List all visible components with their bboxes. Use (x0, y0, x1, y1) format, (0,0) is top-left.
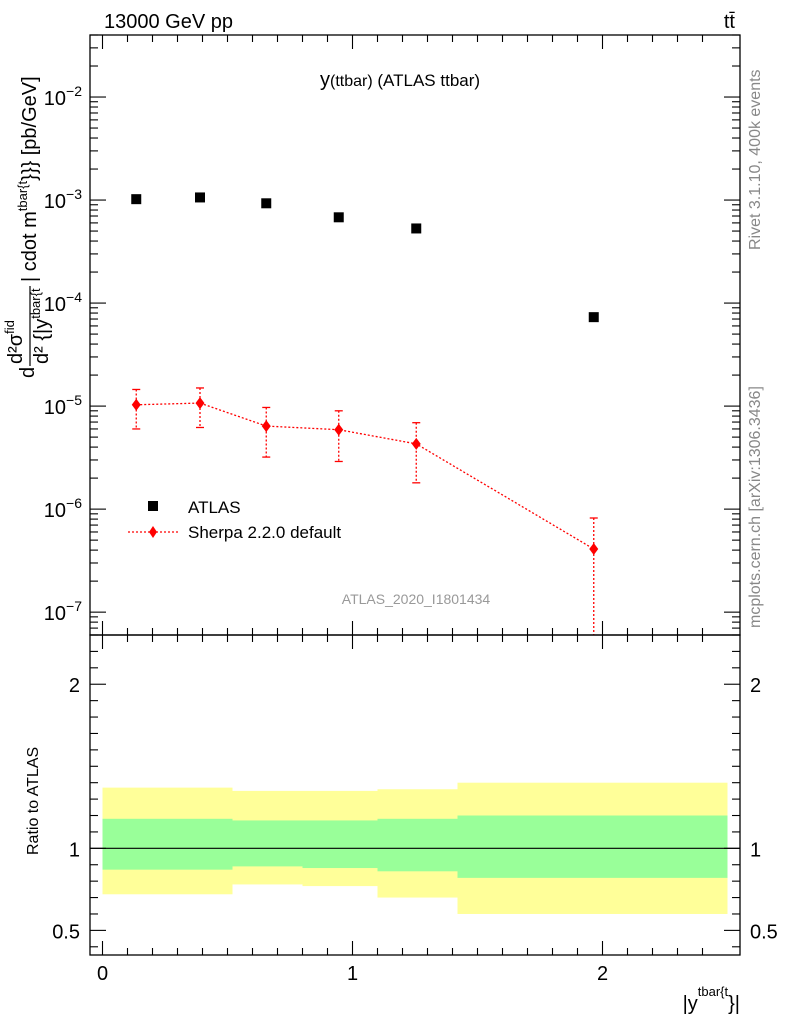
ratio-y-tick-label: 1 (69, 839, 80, 861)
ratio-inner-band (457, 815, 728, 878)
mcplots-site-label: mcplots.cern.ch [arXiv:1306.3436] (747, 386, 764, 628)
sherpa-series-line (136, 402, 595, 550)
main-y-tick-label-exp: −5 (66, 392, 82, 408)
main-y-tick-label-base: 10 (44, 500, 66, 522)
x-axis-label: |ytbar{t}| (683, 984, 740, 1015)
ratio-y-tick-labels: 0.5 0.5 1 1 2 2 (52, 675, 778, 943)
sherpa-point (589, 543, 599, 556)
main-y-tick-label-base: 10 (44, 397, 66, 419)
atlas-point (131, 194, 142, 205)
ratio-y-tick-label-right: 2 (750, 675, 761, 697)
atlas-point (261, 198, 272, 209)
sherpa-series-points (131, 397, 599, 556)
ratio-y-tick-label: 0.5 (52, 921, 80, 943)
ratio-inner-band (377, 818, 458, 872)
sherpa-point (334, 423, 344, 436)
main-panel: 10−710−610−510−410−310−2 y(ttbar) (ATLAS… (2, 34, 741, 636)
legend-marker-sherpa (149, 526, 157, 538)
legend: ATLAS Sherpa 2.2.0 default (128, 498, 341, 542)
legend-label-sherpa: Sherpa 2.2.0 default (188, 523, 341, 542)
ylabel-den: d² {|y (31, 319, 53, 364)
main-y-tick-labels: 10−710−610−510−410−310−2 (44, 83, 82, 625)
main-chart-title: y(ttbar) (ATLAS ttbar) (320, 69, 480, 91)
ylabel-num-sup: fid (2, 320, 17, 334)
title-rest: (ATLAS ttbar) (373, 71, 480, 90)
main-y-tick-label: 10−7 (44, 598, 82, 625)
ratio-x-tick-labels: 0 1 2 (97, 963, 608, 985)
title-main: y (320, 69, 330, 91)
main-y-tick-label: 10−2 (44, 83, 82, 110)
main-y-tick-label-exp: −6 (66, 495, 82, 511)
energy-label: 13000 GeV pp (104, 11, 233, 33)
sherpa-point (261, 420, 271, 433)
ratio-inner-band (232, 820, 303, 867)
ratio-y-tick-label: 2 (69, 675, 80, 697)
ylabel-end: }}} [pb/GeV] (19, 76, 41, 181)
title-sub: (ttbar) (330, 73, 373, 90)
atlas-series-points (131, 192, 599, 323)
ylabel-rest-sup: tbar{t (15, 180, 30, 211)
ratio-x-tick-label: 1 (347, 963, 358, 985)
sherpa-point (411, 437, 421, 450)
ratio-inner-band (102, 818, 233, 870)
ylabel-d: d (17, 367, 39, 378)
ratio-x-tick-label: 0 (97, 963, 108, 985)
main-y-tick-label: 10−4 (44, 289, 82, 316)
ratio-inner-band (302, 820, 378, 869)
atlas-point (333, 212, 344, 223)
ratio-y-tick-label-right: 0.5 (750, 921, 778, 943)
legend-label-atlas: ATLAS (188, 498, 241, 517)
main-y-tick-label: 10−3 (44, 186, 82, 213)
main-y-tick-label-base: 10 (44, 603, 66, 625)
ratio-panel: 0.5 0.5 1 1 2 2 0 1 2 Ratio to ATLAS |ytbar{t}| (25, 634, 778, 1015)
ratio-x-tick-label: 2 (597, 963, 608, 985)
svg-text:d²σfid: d²σfid (2, 320, 27, 364)
main-y-tick-label: 10−5 (44, 392, 82, 419)
sherpa-point (195, 397, 205, 410)
xlabel-main: |y (683, 993, 698, 1015)
svg-text:| cdot mtbar{t}}} [pb/GeV]: | cdot mtbar{t}}} [pb/GeV] (15, 76, 41, 282)
main-y-tick-label-base: 10 (44, 294, 66, 316)
main-y-tick-label-base: 10 (44, 191, 66, 213)
xlabel-end: }| (728, 993, 740, 1015)
ylabel-num: d²σ (5, 333, 27, 364)
ylabel-rest: | cdot m (19, 211, 41, 282)
main-y-tick-label-exp: −4 (66, 289, 82, 305)
atlas-point (411, 223, 422, 234)
process-label: tt̄ (724, 11, 736, 33)
main-y-axis-label: d d²σfid d² {|ytbar{t | cdot mtbar{t}}} … (2, 76, 53, 378)
main-axis-ticks (90, 34, 740, 636)
legend-marker-atlas (148, 501, 158, 511)
sherpa-error-bars (132, 387, 598, 635)
atlas-point (195, 192, 205, 203)
main-y-tick-label-exp: −2 (66, 83, 82, 99)
ratio-y-tick-label-right: 1 (750, 839, 761, 861)
ratio-panel-frame (89, 634, 741, 956)
ratio-y-axis-label: Ratio to ATLAS (25, 747, 42, 855)
sherpa-line (136, 402, 595, 550)
main-panel-frame (89, 34, 741, 636)
main-y-tick-label-exp: −7 (66, 598, 82, 614)
main-y-tick-label-base: 10 (44, 88, 66, 110)
rivet-version-label: Rivet 3.1.10, 400k events (747, 69, 764, 250)
ratio-axis-ticks (90, 635, 740, 955)
svg-text:d² {|ytbar{t: d² {|ytbar{t (28, 288, 53, 364)
xlabel-sup: tbar{t (698, 984, 729, 999)
svg-text:d: d (17, 367, 39, 378)
ylabel-den-sup: tbar{t (28, 288, 43, 319)
atlas-point (588, 312, 599, 323)
analysis-watermark: ATLAS_2020_I1801434 (342, 591, 491, 607)
sherpa-point (131, 398, 141, 411)
main-y-tick-label: 10−6 (44, 495, 82, 522)
main-y-tick-label-exp: −3 (66, 186, 82, 202)
